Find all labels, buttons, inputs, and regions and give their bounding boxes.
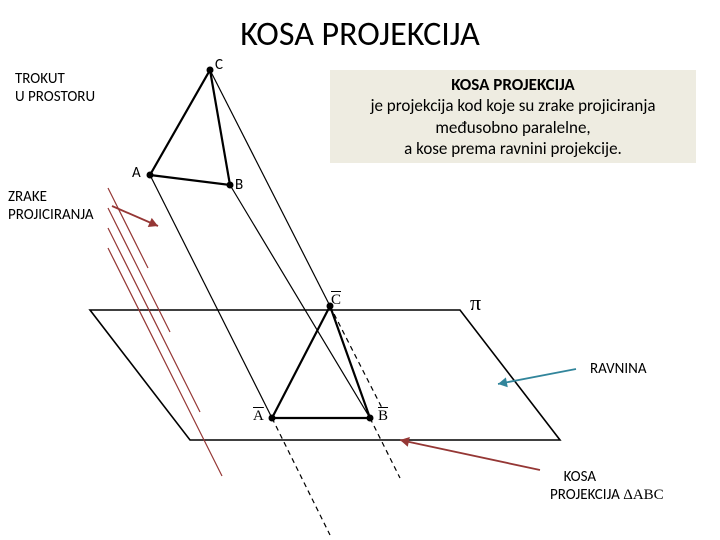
label-Abar: A xyxy=(253,408,264,425)
label-kosa-delta: ΔABC xyxy=(623,487,664,503)
label-B: B xyxy=(235,176,243,194)
label-kosa-text: KOSA PROJEKCIJA xyxy=(550,468,623,504)
label-zrake: ZRAKE PROJICIRANJA xyxy=(8,188,94,224)
diagram-canvas: KOSA PROJEKCIJA KOSA PROJEKCIJA je proje… xyxy=(0,0,720,540)
label-ravnina: RAVNINA xyxy=(590,360,647,378)
label-kosa-projekcija-tri: KOSA PROJEKCIJA ΔABC xyxy=(550,450,664,522)
label-pi: π xyxy=(470,290,481,316)
label-A: A xyxy=(132,164,141,182)
label-Bbar: B xyxy=(378,408,388,425)
label-C: C xyxy=(215,56,223,74)
label-trokut: TROKUT U PROSTORU xyxy=(15,70,95,106)
label-Cbar: C xyxy=(331,292,341,309)
